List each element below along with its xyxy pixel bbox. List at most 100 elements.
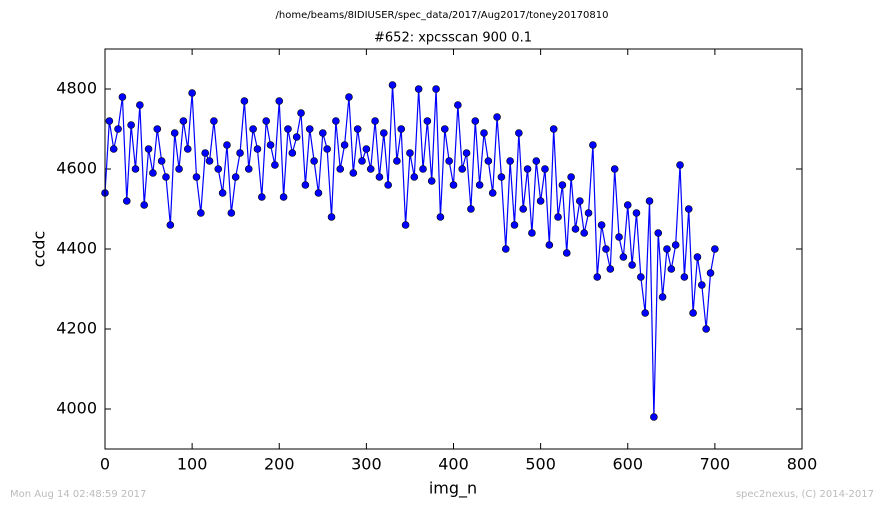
- point: [205, 157, 214, 165]
- point: [562, 249, 571, 257]
- point: [584, 209, 593, 217]
- point: [144, 145, 153, 153]
- point: [571, 225, 580, 233]
- point: [589, 141, 597, 149]
- point: [445, 157, 453, 165]
- point: [576, 197, 584, 205]
- point: [210, 117, 218, 125]
- y-axis-label: ccdc: [30, 231, 49, 268]
- point: [650, 413, 658, 421]
- point: [519, 205, 528, 213]
- x-tick-label: 400: [438, 455, 469, 474]
- point: [440, 125, 449, 133]
- point: [406, 149, 414, 157]
- point: [567, 173, 575, 181]
- point: [663, 245, 671, 253]
- point: [693, 253, 702, 261]
- point: [580, 229, 588, 237]
- point: [480, 129, 488, 137]
- point: [523, 165, 532, 173]
- point: [462, 149, 471, 157]
- point: [214, 165, 223, 173]
- point: [606, 265, 615, 273]
- point: [497, 173, 506, 181]
- point: [645, 197, 654, 205]
- point: [689, 309, 697, 317]
- point: [637, 273, 645, 281]
- footer-right: spec2nexus, (C) 2014-2017: [736, 489, 874, 500]
- point: [262, 117, 270, 125]
- point: [253, 145, 262, 153]
- point: [292, 133, 301, 141]
- point: [353, 125, 362, 133]
- point: [619, 253, 628, 261]
- point: [698, 281, 706, 289]
- point: [223, 141, 231, 149]
- point: [323, 145, 331, 153]
- point: [197, 209, 205, 217]
- point: [127, 121, 135, 129]
- suptitle: /home/beams/8IDIUSER/spec_data/2017/Aug2…: [276, 10, 609, 21]
- point: [288, 149, 297, 157]
- point: [362, 145, 371, 153]
- point: [610, 165, 619, 173]
- point: [536, 197, 545, 205]
- point: [388, 81, 397, 89]
- point: [314, 189, 323, 197]
- x-tick-label: 100: [177, 455, 208, 474]
- point: [658, 293, 667, 301]
- point: [236, 149, 244, 157]
- point: [680, 273, 689, 281]
- point: [279, 193, 288, 201]
- point: [615, 233, 623, 241]
- point: [423, 117, 432, 125]
- point: [706, 269, 715, 277]
- point: [541, 165, 549, 173]
- y-tick-label: 4800: [56, 79, 97, 98]
- point: [301, 181, 310, 189]
- point: [157, 157, 166, 165]
- point: [558, 181, 567, 189]
- point: [593, 273, 602, 281]
- point: [515, 129, 523, 137]
- point: [545, 241, 554, 249]
- point: [427, 177, 436, 185]
- point: [275, 97, 284, 105]
- chart-title: #652: xpcsscan 900 0.1: [374, 31, 532, 46]
- point: [179, 117, 188, 125]
- point: [109, 145, 118, 153]
- point: [266, 141, 275, 149]
- point: [654, 229, 663, 237]
- point: [305, 125, 314, 133]
- point: [201, 149, 209, 157]
- point: [271, 161, 279, 169]
- point: [414, 85, 423, 93]
- x-axis-label: img_n: [429, 479, 477, 499]
- point: [319, 129, 327, 137]
- point: [310, 157, 318, 165]
- x-tick-label: 300: [351, 455, 382, 474]
- point: [327, 213, 336, 221]
- point: [702, 325, 710, 333]
- point: [384, 181, 392, 189]
- y-tick-label: 4400: [56, 239, 97, 258]
- point: [506, 157, 514, 165]
- point: [340, 141, 349, 149]
- point: [549, 125, 558, 133]
- point: [493, 113, 501, 121]
- point: [140, 201, 149, 209]
- point: [192, 173, 201, 181]
- point: [684, 205, 693, 213]
- point: [711, 245, 719, 253]
- point: [475, 181, 484, 189]
- point: [528, 229, 536, 237]
- point: [467, 205, 475, 213]
- footer-left: Mon Aug 14 02:48:59 2017: [10, 489, 146, 500]
- point: [554, 213, 562, 221]
- point: [349, 169, 358, 177]
- x-tick-label: 600: [612, 455, 643, 474]
- point: [602, 245, 610, 253]
